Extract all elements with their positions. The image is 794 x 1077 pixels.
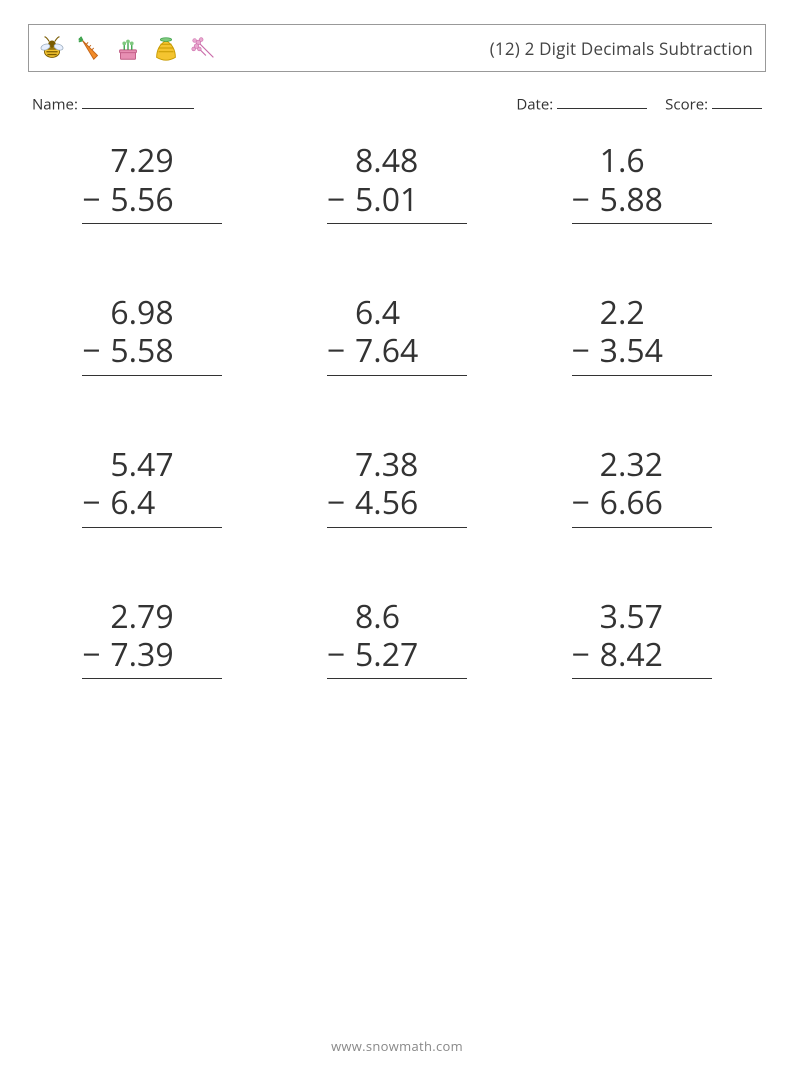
problem: −6.4−7.64 [285, 294, 510, 376]
subtrahend: −5.58 [82, 332, 222, 370]
problem-rule [572, 375, 712, 376]
problem: −1.6−5.88 [529, 142, 754, 224]
subtrahend: −3.54 [572, 332, 712, 370]
subtrahend: −7.39 [82, 636, 222, 674]
problem-rule [572, 678, 712, 679]
minuend: −1.6 [572, 142, 712, 180]
problem: −2.2−3.54 [529, 294, 754, 376]
minuend: −3.57 [572, 598, 712, 636]
minuend: −7.29 [82, 142, 222, 180]
header-box: (12) 2 Digit Decimals Subtraction [28, 24, 766, 72]
problem-rule [82, 223, 222, 224]
name-blank[interactable] [82, 94, 194, 109]
subtrahend: −6.4 [82, 484, 222, 522]
problem: −3.57−8.42 [529, 598, 754, 680]
problem-rule [327, 678, 467, 679]
minuend: −2.32 [572, 446, 712, 484]
name-label: Name: [32, 94, 78, 114]
minuend: −2.2 [572, 294, 712, 332]
subtrahend: −4.56 [327, 484, 467, 522]
score-label: Score: [665, 94, 708, 114]
problem-rule [572, 527, 712, 528]
minuend: −6.98 [82, 294, 222, 332]
name-field: Name: [32, 94, 516, 114]
meta-row: Name: Date: Score: [32, 94, 762, 114]
problem: −7.38−4.56 [285, 446, 510, 528]
footer-text: www.snowmath.com [0, 1037, 794, 1055]
score-field: Score: [665, 94, 762, 114]
problem: −5.47−6.4 [40, 446, 265, 528]
problem-rule [327, 375, 467, 376]
problem-rule [572, 223, 712, 224]
problem-rule [82, 678, 222, 679]
problem: −2.32−6.66 [529, 446, 754, 528]
blossom-icon [189, 33, 219, 63]
problem: −7.29−5.56 [40, 142, 265, 224]
carrot-icon [75, 33, 105, 63]
problem-rule [327, 223, 467, 224]
problem: −8.6−5.27 [285, 598, 510, 680]
subtrahend: −5.56 [82, 181, 222, 219]
date-label: Date: [516, 94, 553, 114]
minuend: −5.47 [82, 446, 222, 484]
minuend: −6.4 [327, 294, 467, 332]
minuend: −8.48 [327, 142, 467, 180]
subtrahend: −7.64 [327, 332, 467, 370]
minuend: −7.38 [327, 446, 467, 484]
score-blank[interactable] [712, 94, 762, 109]
bee-icon [37, 33, 67, 63]
worksheet-title: (12) 2 Digit Decimals Subtraction [490, 37, 753, 60]
date-field: Date: [516, 94, 647, 114]
problem: −2.79−7.39 [40, 598, 265, 680]
minuend: −8.6 [327, 598, 467, 636]
problem-rule [82, 527, 222, 528]
subtrahend: −6.66 [572, 484, 712, 522]
problem-rule [82, 375, 222, 376]
header-icon-strip [37, 33, 219, 63]
problem: −8.48−5.01 [285, 142, 510, 224]
minuend: −2.79 [82, 598, 222, 636]
problems-grid: −7.29−5.56−8.48−5.01−1.6−5.88−6.98−5.58−… [40, 142, 754, 679]
problem: −6.98−5.58 [40, 294, 265, 376]
subtrahend: −8.42 [572, 636, 712, 674]
problem-rule [327, 527, 467, 528]
date-blank[interactable] [557, 94, 647, 109]
hive-icon [151, 33, 181, 63]
subtrahend: −5.27 [327, 636, 467, 674]
subtrahend: −5.88 [572, 181, 712, 219]
subtrahend: −5.01 [327, 181, 467, 219]
flowerpot-icon [113, 33, 143, 63]
